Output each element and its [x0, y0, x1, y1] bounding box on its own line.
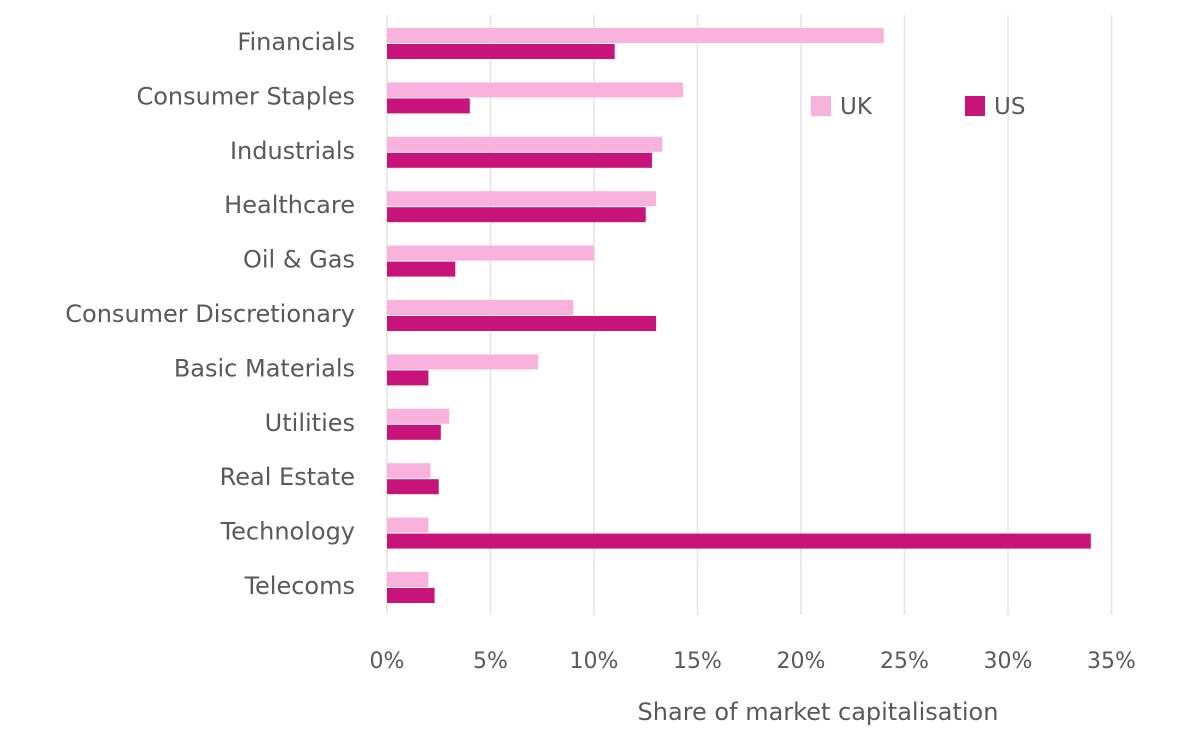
bar-us	[387, 207, 646, 223]
x-tick-label: 15%	[673, 649, 722, 674]
bar-us	[387, 98, 470, 114]
legend-label-us: US	[994, 94, 1025, 120]
category-label: Real Estate	[220, 463, 355, 491]
category-label: Utilities	[265, 409, 355, 437]
x-tick-label: 30%	[984, 649, 1033, 674]
bar-uk	[387, 408, 450, 424]
bar-uk	[387, 572, 429, 587]
category-labels: Financials Consumer Staples Industrials Hea…	[65, 28, 355, 600]
legend-swatch-us	[965, 96, 985, 116]
bar-us	[387, 533, 1091, 549]
bar-us	[387, 370, 429, 386]
legend-label-uk: UK	[840, 94, 873, 120]
category-label: Financials	[237, 28, 355, 56]
bar-uk	[387, 354, 539, 370]
bar-uk	[387, 517, 429, 533]
category-label: Industrials	[230, 137, 355, 165]
x-tick-label: 20%	[777, 649, 826, 674]
gridlines	[386, 15, 1113, 615]
x-tick-label: 10%	[570, 649, 619, 674]
x-tick-label: 5%	[473, 649, 508, 674]
bar-uk	[387, 136, 663, 152]
bar-us	[387, 261, 456, 277]
legend-swatch-uk	[811, 96, 831, 116]
category-label: Oil & Gas	[243, 246, 355, 274]
bar-us	[387, 588, 435, 603]
bar-uk	[387, 245, 594, 261]
bars	[387, 28, 1091, 603]
category-label: Technology	[220, 518, 355, 546]
category-label: Telecoms	[243, 572, 355, 600]
bar-uk	[387, 463, 431, 479]
x-tick-label: 35%	[1087, 649, 1136, 674]
bar-us	[387, 316, 657, 331]
category-label: Consumer Discretionary	[65, 300, 355, 328]
bar-us	[387, 152, 652, 168]
x-tick-labels: 0% 5% 10% 15% 20% 25% 30% 35%	[370, 649, 1136, 674]
category-label: Basic Materials	[174, 354, 355, 382]
x-tick-label: 0%	[370, 649, 405, 674]
legend: UK US	[811, 94, 1025, 120]
bar-uk	[387, 82, 684, 98]
x-axis-title: Share of market capitalisation	[638, 698, 999, 726]
bar-us	[387, 479, 439, 495]
x-tick-label: 25%	[880, 649, 929, 674]
bar-uk	[387, 28, 884, 43]
bar-uk	[387, 300, 574, 315]
category-label: Consumer Staples	[136, 82, 355, 110]
category-label: Healthcare	[224, 191, 355, 219]
bar-uk	[387, 191, 657, 207]
bar-us	[387, 424, 441, 440]
bar-us	[387, 44, 615, 59]
